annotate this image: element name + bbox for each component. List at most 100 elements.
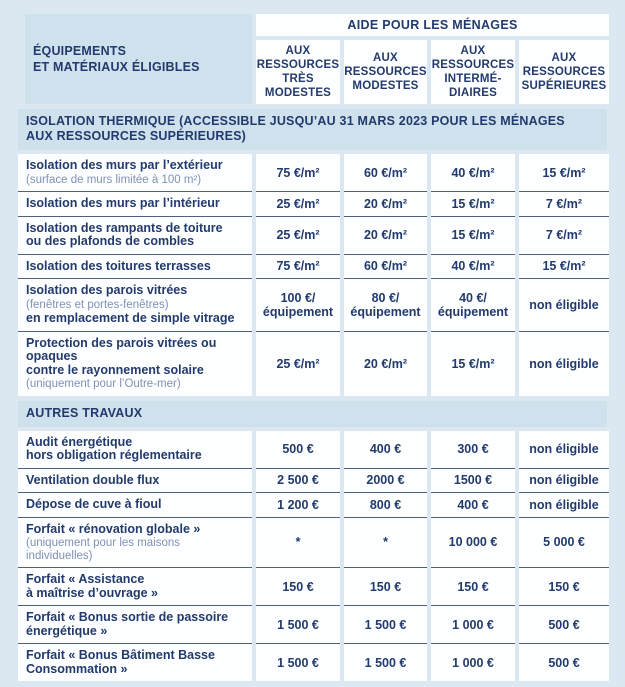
row-sublabel: (uniquement pour les maisons individuell… [26,537,181,562]
row-sublabel: (surface de murs limitée à 100 m²) [26,173,202,186]
table-header: ÉQUIPEMENTS ET MATÉRIAUX ÉLIGIBLES AIDE … [18,14,609,104]
table-row: Forfait « rénovation globale » (uniquemen… [18,516,609,567]
table-row: Isolation des murs par l’extérieur (surfa… [18,154,609,191]
value-cell: 2 500 € [256,467,340,492]
value-cell: 20 €/m² [344,215,427,254]
group-header-aide-menages: AIDE POUR LES MÉNAGES [256,14,609,36]
row-label: Forfait « Bonus sortie de passoire énerg… [26,610,229,638]
value-cell: 15 €/m² [519,154,609,191]
value-cell: 150 € [256,567,340,605]
value-cell: 1 200 € [256,492,340,517]
row-label: Isolation des parois vitrées [26,283,188,297]
table-row: Forfait « Bonus Bâtiment Basse Consommat… [18,643,609,681]
value-cell: 500 € [519,643,609,681]
row-label-cell: Forfait « Bonus Bâtiment Basse Consommat… [18,643,252,681]
value-cell: 100 €/ équipement [256,278,340,331]
value-cell: 7 €/m² [519,191,609,216]
table-row: Isolation des rampants de toiture ou des… [18,215,609,254]
row-label-cell: Protection des parois vitrées ou opaques… [18,330,252,396]
value-cell: 25 €/m² [256,215,340,254]
corner-header-equipements: ÉQUIPEMENTS ET MATÉRIAUX ÉLIGIBLES [25,14,252,104]
row-label: Dépose de cuve à fioul [26,497,162,511]
table-body: ISOLATION THERMIQUE (ACCESSIBLE JUSQU’AU… [18,109,609,681]
value-cell: 15 €/m² [519,253,609,278]
value-cell: 7 €/m² [519,215,609,254]
section-rows: Audit énergétique hors obligation réglem… [18,430,609,681]
row-label-cell: Ventilation double flux [18,467,252,492]
table-row: Dépose de cuve à fioul 1 200 €800 €400 € n… [18,492,609,517]
value-cell: 1 500 € [344,643,427,681]
value-cell: non éligible [519,430,609,468]
value-cell: 75 €/m² [256,253,340,278]
value-cell: 60 €/m² [344,253,427,278]
row-label-cell: Forfait « rénovation globale » (uniquemen… [18,516,252,567]
row-label: Isolation des toitures terrasses [26,258,211,273]
row-label: Ventilation double flux [26,472,160,487]
value-cell: 1 000 € [431,643,515,681]
value-cell: 25 €/m² [256,330,340,396]
row-label: Forfait « Assistance à maîtrise d’ouvrag… [26,572,159,600]
row-label-cell: Isolation des parois vitrées (fenêtres et… [18,278,252,331]
value-cell: 2000 € [344,467,427,492]
section-band: AUTRES TRAVAUX [18,400,607,427]
column-header-intermediaires: AUX RESSOURCES INTERMÉ- DIAIRES [431,40,515,104]
value-cell: 1 500 € [256,605,340,643]
value-cell: 80 €/ équipement [344,278,427,331]
value-cell: non éligible [519,467,609,492]
value-cell: 800 € [344,492,427,517]
value-cell: non éligible [519,492,609,517]
value-cell: 5 000 € [519,516,609,567]
row-label: en remplacement de simple vitrage [26,311,235,325]
row-label-cell: Dépose de cuve à fioul [18,492,252,517]
value-cell: 40 €/m² [431,253,515,278]
value-cell: 20 €/m² [344,330,427,396]
table-row: Isolation des toitures terrasses 75 €/m² 6… [18,253,609,278]
value-cell: 40 €/m² [431,154,515,191]
value-cell: 10 000 € [431,516,515,567]
value-cell: 15 €/m² [431,215,515,254]
value-cell: 60 €/m² [344,154,427,191]
table-row: Forfait « Bonus sortie de passoire énerg… [18,605,609,643]
value-cell: 20 €/m² [344,191,427,216]
value-cell: 300 € [431,430,515,468]
section-band: ISOLATION THERMIQUE (ACCESSIBLE JUSQU’AU… [18,109,607,150]
table-row: Audit énergétique hors obligation réglem… [18,430,609,468]
value-cell: 400 € [344,430,427,468]
table-row: Protection des parois vitrées ou opaques… [18,330,609,396]
row-label-cell: Audit énergétique hors obligation réglem… [18,430,252,468]
value-cell: 1500 € [431,467,515,492]
value-cell: * [256,516,340,567]
row-label: Forfait « Bonus Bâtiment Basse Consommat… [26,648,215,676]
value-cell: 15 €/m² [431,191,515,216]
value-cell: non éligible [519,330,609,396]
row-label-cell: Isolation des toitures terrasses [18,253,252,278]
value-cell: 25 €/m² [256,191,340,216]
value-cell: 150 € [431,567,515,605]
value-cell: 75 €/m² [256,154,340,191]
row-label: Audit énergétique hors obligation réglem… [26,434,202,462]
section-rows: Isolation des murs par l’extérieur (surfa… [18,154,609,396]
row-label: Protection des parois vitrées ou opaques… [26,335,217,377]
value-cell: 1 000 € [431,605,515,643]
value-cell: 15 €/m² [431,330,515,396]
table-row: Ventilation double flux 2 500 €2000 €1500… [18,467,609,492]
row-label: Isolation des murs par l’intérieur [26,196,220,210]
value-cell: * [344,516,427,567]
value-cell: non éligible [519,278,609,331]
table-row: Forfait « Assistance à maîtrise d’ouvrag… [18,567,609,605]
value-cell: 500 € [519,605,609,643]
row-sublabel: (uniquement pour l’Outre-mer) [26,378,181,390]
value-cell: 40 €/ équipement [431,278,515,331]
value-cell: 1 500 € [344,605,427,643]
table-row: Isolation des murs par l’intérieur 25 €/m… [18,191,609,216]
table-row: Isolation des parois vitrées (fenêtres et… [18,278,609,331]
value-cell: 150 € [519,567,609,605]
row-label-cell: Isolation des murs par l’intérieur [18,191,252,216]
value-cell: 500 € [256,430,340,468]
row-label: Isolation des rampants de toiture ou des… [26,220,223,248]
row-label-cell: Forfait « Assistance à maîtrise d’ouvrag… [18,567,252,605]
column-header-superieures: AUX RESSOURCES SUPÉRIEURES [519,40,609,104]
row-label: Forfait « rénovation globale » [26,521,201,536]
value-cell: 400 € [431,492,515,517]
